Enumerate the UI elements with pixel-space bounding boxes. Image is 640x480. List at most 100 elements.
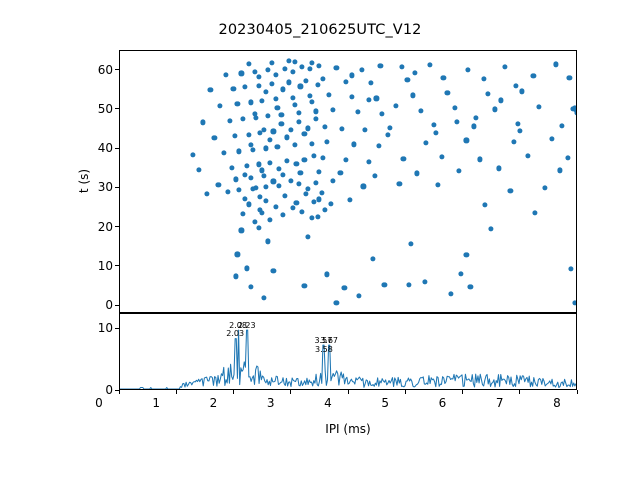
scatter-point — [467, 284, 473, 290]
scatter-point — [347, 197, 353, 203]
scatter-point — [309, 141, 315, 147]
scatter-point — [286, 58, 292, 64]
scatter-point — [229, 164, 235, 171]
scatter-point — [307, 66, 313, 72]
scatter-point — [318, 190, 325, 196]
scatter-point — [549, 136, 555, 142]
scatter-point — [309, 99, 315, 105]
scatter-point — [413, 170, 420, 177]
scatter-point — [448, 291, 454, 297]
scatter-point — [439, 153, 445, 160]
histogram-trace — [120, 329, 576, 389]
scatter-point — [292, 59, 298, 65]
scatter-point — [471, 123, 477, 129]
scatter-point — [492, 106, 498, 113]
scatter-point — [333, 300, 339, 306]
histogram-x-tick — [404, 390, 406, 394]
histogram-peak-label: 3.57 — [314, 336, 333, 346]
scatter-point — [423, 140, 429, 146]
scatter-point — [296, 119, 302, 125]
scatter-point — [458, 270, 464, 277]
scatter-point — [444, 90, 451, 96]
scatter-point — [273, 96, 279, 102]
scatter-point — [303, 78, 309, 84]
scatter-point — [376, 143, 382, 149]
scatter-point — [230, 86, 236, 92]
scatter-point — [349, 72, 355, 78]
scatter-point — [274, 144, 281, 150]
histogram-x-tick-label: 6 — [438, 396, 447, 410]
scatter-point — [251, 111, 258, 117]
histogram-x-tick — [519, 390, 521, 394]
histogram-x-tick-label: 0 — [95, 396, 103, 410]
scatter-point — [349, 94, 355, 100]
scatter-point — [261, 173, 267, 179]
scatter-point — [427, 62, 433, 68]
scatter-point — [387, 124, 393, 131]
scatter-point — [255, 161, 262, 168]
scatter-point — [236, 148, 242, 155]
scatter-point — [200, 119, 206, 126]
scatter-point — [343, 79, 349, 85]
scatter-point — [473, 115, 479, 121]
histogram-y-tick — [115, 389, 119, 391]
histogram-peak-label: 3.58 — [315, 344, 333, 354]
scatter-point — [574, 110, 576, 116]
scatter-point — [307, 93, 313, 99]
scatter-point — [571, 104, 576, 111]
scatter-point — [250, 186, 256, 192]
scatter-point — [259, 210, 265, 216]
scatter-point — [339, 126, 345, 132]
scatter-y-tick-label: 50 — [97, 101, 113, 116]
scatter-point — [286, 79, 292, 85]
scatter-point — [274, 104, 281, 111]
scatter-point — [293, 200, 299, 206]
scatter-point — [276, 183, 282, 189]
scatter-point — [303, 191, 309, 197]
scatter-point — [330, 178, 336, 184]
scatter-y-tick-label: 10 — [97, 258, 113, 273]
scatter-point — [227, 118, 233, 124]
scatter-point — [330, 107, 336, 113]
scatter-point — [476, 156, 483, 162]
scatter-point — [310, 199, 317, 205]
scatter-point — [259, 98, 265, 104]
scatter-point — [393, 103, 399, 109]
scatter-point — [247, 99, 254, 106]
scatter-point — [354, 109, 361, 115]
scatter-point — [542, 185, 548, 191]
scatter-point — [280, 86, 286, 93]
scatter-point — [273, 204, 279, 210]
scatter-point — [282, 193, 288, 199]
scatter-point — [314, 82, 321, 88]
scatter-point — [284, 134, 290, 140]
scatter-y-tick-label: 0 — [105, 298, 113, 313]
scatter-y-tick-label: 20 — [97, 219, 113, 234]
scatter-point — [280, 172, 286, 178]
scatter-point — [404, 77, 410, 83]
scatter-point — [233, 273, 239, 279]
scatter-point — [370, 256, 376, 262]
histogram-x-tick — [118, 390, 120, 394]
scatter-point — [525, 153, 531, 159]
scatter-point — [399, 64, 405, 70]
scatter-point — [269, 60, 275, 66]
scatter-point — [290, 69, 296, 75]
histogram-x-axis-label: IPI (ms) — [325, 422, 371, 436]
scatter-point — [263, 184, 269, 190]
scatter-point — [502, 64, 508, 70]
scatter-point — [278, 111, 285, 118]
scatter-point — [261, 126, 267, 133]
scatter-point — [305, 125, 311, 131]
scatter-point — [207, 87, 214, 93]
scatter-point — [511, 139, 517, 145]
scatter-point — [316, 168, 322, 175]
scatter-point — [463, 137, 469, 144]
scatter-y-tick — [115, 69, 119, 71]
scatter-point — [223, 72, 229, 78]
scatter-point — [313, 179, 319, 186]
scatter-point — [498, 97, 504, 104]
scatter-point — [196, 166, 202, 173]
scatter-point — [253, 185, 259, 191]
scatter-point — [412, 70, 418, 76]
